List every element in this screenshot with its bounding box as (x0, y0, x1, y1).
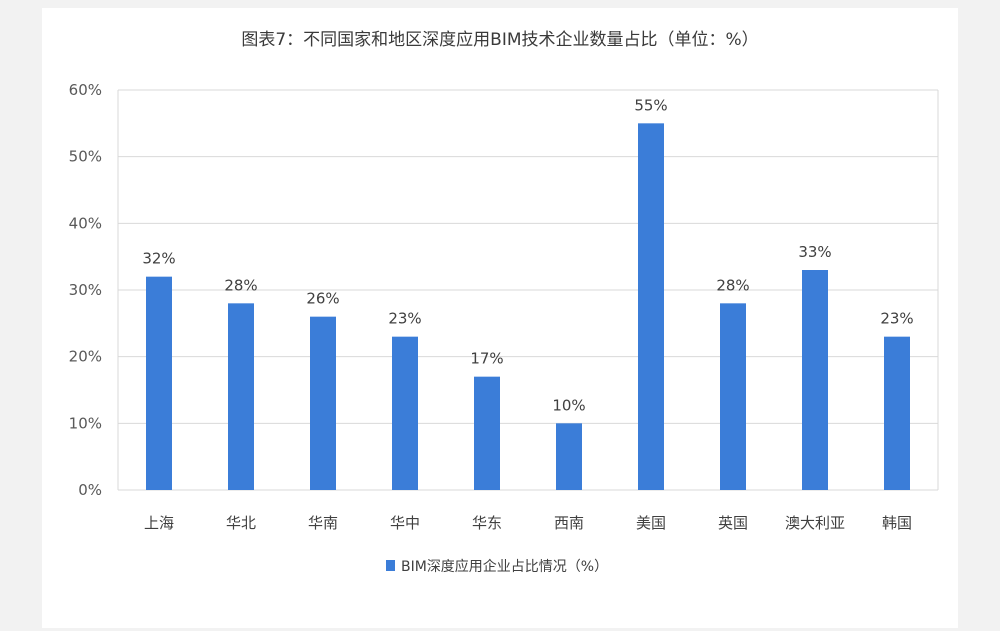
bar (884, 336, 910, 490)
data-labels: 32% 28% 26% 23% 17% 10% 55% 28% 33% 23% (142, 96, 913, 414)
y-tick-label: 50% (69, 148, 102, 166)
y-tick-label: 20% (69, 348, 102, 366)
bar (146, 276, 172, 490)
bar (720, 303, 746, 490)
bar (802, 270, 828, 490)
data-label: 17% (470, 350, 503, 368)
y-tick-label: 30% (69, 281, 102, 299)
grid-layer (117, 89, 939, 491)
bar (638, 123, 664, 490)
bar (228, 303, 254, 490)
data-label: 28% (716, 276, 749, 294)
bar-chart: 图表7：不同国家和地区深度应用BIM技术企业数量占比（单位：%） 0% 10% 20… (69, 30, 939, 575)
category-label: 华北 (226, 514, 256, 532)
category-label: 华南 (308, 514, 338, 532)
x-axis-categories: 上海 华北 华南 华中 华东 西南 美国 英国 澳大利亚 韩国 (144, 514, 912, 532)
category-label: 韩国 (882, 514, 912, 532)
data-label: 10% (552, 396, 585, 414)
y-tick-label: 10% (69, 414, 102, 432)
bars (146, 123, 910, 490)
legend: BIM深度应用企业占比情况（%） (386, 558, 608, 575)
data-label: 33% (798, 243, 831, 261)
category-label: 英国 (718, 514, 748, 532)
bar (556, 423, 582, 490)
data-label: 55% (634, 96, 667, 114)
y-axis-ticks: 0% 10% 20% 30% 40% 50% 60% (69, 81, 102, 499)
legend-swatch (386, 560, 395, 571)
category-label: 上海 (144, 514, 174, 532)
data-label: 26% (306, 290, 339, 308)
category-label: 西南 (554, 514, 584, 532)
chart-panel: 图表7：不同国家和地区深度应用BIM技术企业数量占比（单位：%） 0% 10% 20… (42, 8, 958, 628)
y-tick-label: 0% (78, 481, 102, 499)
category-label: 美国 (636, 514, 666, 532)
data-label: 32% (142, 250, 175, 268)
data-label: 28% (224, 276, 257, 294)
category-label: 澳大利亚 (785, 514, 845, 532)
bar (392, 336, 418, 490)
y-tick-label: 40% (69, 214, 102, 232)
data-label: 23% (388, 310, 421, 328)
legend-label: BIM深度应用企业占比情况（%） (401, 558, 608, 575)
category-label: 华东 (472, 514, 502, 532)
bar (474, 376, 500, 490)
bar (310, 316, 336, 490)
category-label: 华中 (390, 514, 420, 532)
data-label: 23% (880, 310, 913, 328)
y-tick-label: 60% (69, 81, 102, 99)
chart-title: 图表7：不同国家和地区深度应用BIM技术企业数量占比（单位：%） (241, 30, 758, 50)
